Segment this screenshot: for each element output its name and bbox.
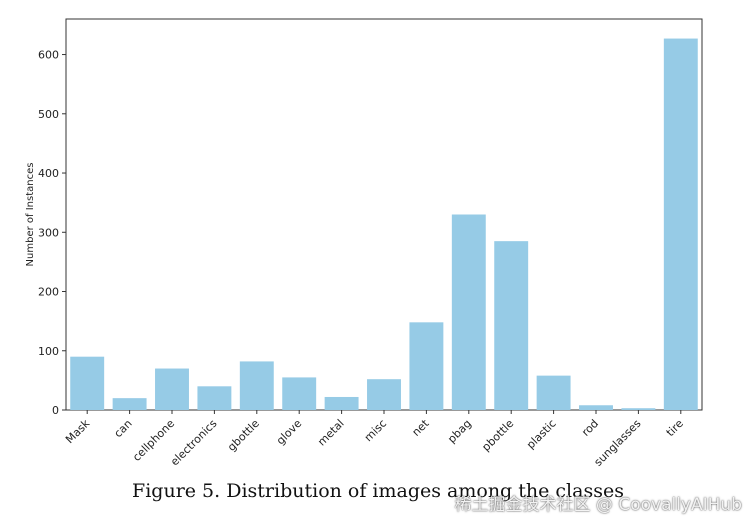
bar-plastic xyxy=(536,375,571,410)
x-tick-label-gbottle: gbottle xyxy=(225,417,262,454)
bar-pbottle xyxy=(494,241,529,410)
bar-misc xyxy=(367,379,401,410)
bar-glove xyxy=(282,377,317,410)
y-tick-label: 500 xyxy=(38,108,59,121)
y-tick-label: 300 xyxy=(38,226,59,239)
bar-electronics xyxy=(197,386,232,410)
x-tick-label-misc: misc xyxy=(362,417,389,444)
y-tick-label: 600 xyxy=(38,49,59,62)
x-tick-label-pbag: pbag xyxy=(445,417,474,446)
x-tick-label-electronics: electronics xyxy=(168,417,220,469)
bar-mask xyxy=(70,356,105,410)
x-tick-label-rod: rod xyxy=(579,417,601,439)
figure-caption: Figure 5. Distribution of images among t… xyxy=(132,480,624,502)
y-tick-label: 0 xyxy=(52,404,59,417)
plot-frame xyxy=(65,18,703,411)
bar-rod xyxy=(579,405,613,410)
y-tick-label: 400 xyxy=(38,167,59,180)
x-tick-label-mask: Mask xyxy=(63,416,93,446)
bar-gbottle xyxy=(239,361,274,410)
x-tick-label-net: net xyxy=(410,416,432,438)
bar-sunglasses xyxy=(621,408,656,410)
bar-net xyxy=(409,322,444,410)
bar-tire xyxy=(663,38,698,411)
y-tick-label: 200 xyxy=(38,286,59,299)
bar-cellphone xyxy=(155,368,189,410)
watermark: 稀土掘金技术社区 @ CoovallyAIHub xyxy=(454,495,742,515)
bar-can xyxy=(112,398,147,410)
plot-area xyxy=(65,18,703,411)
y-tick-label: 100 xyxy=(38,345,59,358)
x-tick-label-tire: tire xyxy=(664,417,686,439)
x-tick-label-can: can xyxy=(112,417,135,440)
bar-metal xyxy=(324,396,359,410)
x-tick-label-pbottle: pbottle xyxy=(479,417,516,454)
y-axis-label: Number of Instances xyxy=(25,163,36,267)
bars-group xyxy=(70,38,698,411)
x-tick-label-glove: glove xyxy=(274,417,305,448)
bar-pbag xyxy=(451,214,486,410)
x-tick-label-plastic: plastic xyxy=(524,417,559,452)
y-axis-ticks: 0 100 200 300 400 500 600 xyxy=(38,49,66,417)
x-tick-label-metal: metal xyxy=(315,417,347,449)
